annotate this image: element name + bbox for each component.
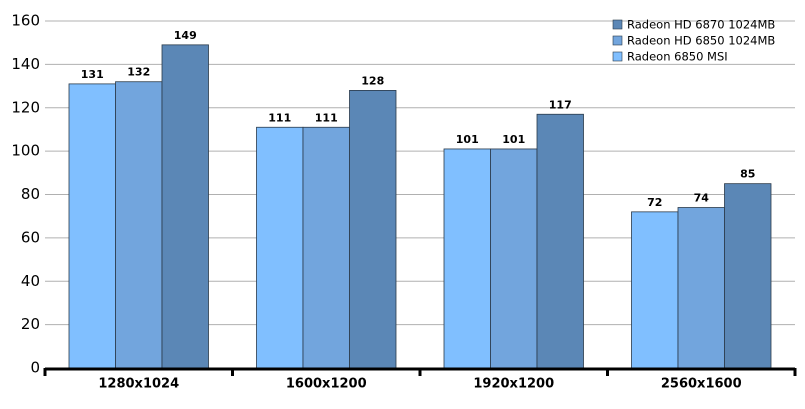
data-label: 72 (647, 196, 662, 209)
legend-label: Radeon HD 6870 1024MB (627, 18, 775, 32)
y-tick-label: 60 (21, 228, 40, 246)
bar (68, 83, 116, 369)
x-tick-label: 1600x1200 (286, 377, 367, 392)
data-label: 111 (268, 111, 291, 124)
legend-swatch (612, 35, 623, 46)
bar (349, 90, 397, 369)
data-label: 128 (361, 74, 384, 87)
bar (161, 44, 209, 369)
data-label: 101 (456, 133, 479, 146)
y-tick-label: 160 (11, 12, 40, 30)
legend-swatch (612, 51, 623, 62)
y-tick-label: 40 (21, 272, 40, 290)
y-tick-label: 120 (11, 98, 40, 116)
x-tick-label: 2560x1600 (661, 377, 742, 392)
bar (677, 207, 725, 369)
bar (256, 126, 304, 369)
y-tick-label: 100 (11, 142, 40, 160)
data-label: 101 (502, 133, 525, 146)
data-label: 132 (127, 66, 150, 79)
data-label: 117 (549, 98, 572, 111)
y-tick-label: 20 (21, 315, 40, 333)
data-label: 111 (315, 111, 338, 124)
bar (490, 148, 538, 369)
bar (443, 148, 491, 369)
bar (724, 183, 772, 369)
data-label: 149 (174, 29, 197, 42)
x-tick-label: 1280x1024 (98, 377, 179, 392)
legend-label: Radeon HD 6850 1024MB (627, 34, 775, 48)
x-tick-label: 1920x1200 (473, 377, 554, 392)
y-tick-label: 80 (21, 185, 40, 203)
y-tick-label: 0 (30, 359, 40, 377)
data-label: 74 (694, 192, 710, 205)
legend-swatch (612, 19, 623, 30)
bar (536, 113, 584, 369)
legend-label: Radeon 6850 MSI (627, 50, 728, 64)
bar (302, 126, 350, 369)
bar (631, 211, 679, 369)
bar (115, 81, 163, 369)
y-tick-label: 140 (11, 55, 40, 73)
data-label: 131 (81, 68, 104, 81)
data-label: 85 (740, 168, 755, 181)
